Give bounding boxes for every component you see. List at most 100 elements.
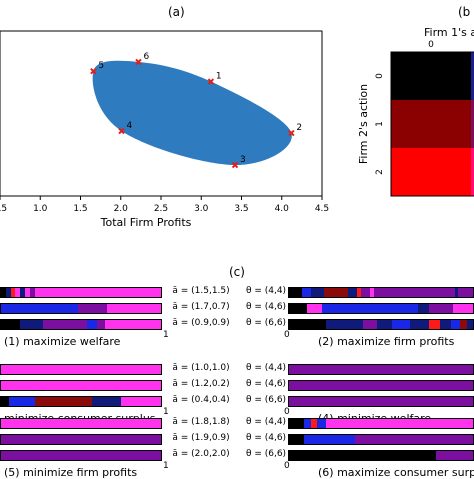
bar-segment [77, 304, 107, 313]
bar-segment [289, 381, 473, 390]
bar-segment [289, 435, 304, 444]
bar-segment [428, 320, 440, 329]
point-marker-4 [118, 127, 125, 135]
bar-segment [20, 288, 25, 297]
row-tick-label: 1 [375, 121, 385, 127]
bar-segment [289, 451, 437, 460]
bar-segment [410, 320, 429, 329]
point-label-2: 2 [296, 123, 302, 133]
bar-segment [392, 320, 411, 329]
strategy-bar [288, 396, 474, 407]
bar-segment [42, 320, 88, 329]
point-marker-6 [135, 58, 142, 66]
point-marker-1 [207, 78, 215, 85]
point-label-3: 3 [240, 155, 246, 165]
bar-segment [316, 419, 326, 428]
bar-segment [20, 320, 43, 329]
strategy-bar [0, 287, 162, 298]
theta-label: θ = (4,6) [245, 433, 287, 443]
point-marker-2 [288, 129, 295, 137]
bar-segment [311, 419, 317, 428]
bar-segment [29, 288, 35, 297]
bar-segment [454, 288, 459, 297]
theta-label: θ = (4,6) [245, 379, 287, 389]
strategy-bar [0, 434, 162, 445]
bar-segment [104, 320, 161, 329]
strategy-bar [0, 396, 162, 407]
bar-segment [106, 304, 161, 313]
abar-label: ā = (1.2,0.2) [172, 379, 230, 389]
abar-label: ā = (1.8,1.8) [172, 417, 230, 427]
bar-segment [460, 320, 468, 329]
bar-segment [377, 320, 393, 329]
bar-segment [355, 435, 473, 444]
bar-segment [120, 397, 161, 406]
heatmap-title: Firm 1's a [424, 26, 474, 39]
bar-segment [439, 320, 451, 329]
bar-segment [289, 288, 302, 297]
bar-segment [467, 320, 473, 329]
bar-segment [1, 288, 6, 297]
strategy-bar [288, 380, 474, 391]
strategy-bar [0, 450, 162, 461]
axis-end-label: 1 [163, 461, 169, 471]
theta-label: θ = (4,4) [245, 417, 287, 427]
bar-segment [322, 304, 418, 313]
heatmap-cell [471, 148, 474, 196]
x-tick-label: 3.0 [194, 204, 209, 214]
strategy-bar [0, 303, 162, 314]
bar-segment [373, 288, 455, 297]
strategy-bar [288, 364, 474, 375]
axis-end-label: 1 [163, 407, 169, 417]
bar-segment [1, 320, 21, 329]
bar-segment [92, 397, 121, 406]
bar-segment [301, 288, 312, 297]
heatmap-cell [391, 148, 471, 196]
strategy-bar [288, 319, 474, 330]
abar-label: ā = (1.5,1.5) [172, 286, 230, 296]
bar-segment [87, 320, 97, 329]
theta-label: θ = (4,4) [245, 286, 287, 296]
x-tick-label: 1.0 [33, 204, 48, 214]
chart-b: Firm 1's a01012Firm 2's action [357, 26, 474, 197]
bar-segment [34, 288, 161, 297]
bar-segment [34, 397, 93, 406]
bar-segment [289, 320, 326, 329]
heatmap-cell [391, 52, 471, 100]
strategy-bar [0, 319, 162, 330]
bar-segment [303, 435, 356, 444]
theta-label: θ = (6,6) [245, 318, 287, 328]
x-axis-label: Total Firm Profits [100, 216, 192, 229]
bar-segment [10, 288, 16, 297]
block-caption: (5) minimize firm profits [4, 466, 138, 479]
strategy-bar [0, 380, 162, 391]
heatmap-frame [390, 51, 474, 197]
theta-label: θ = (4,6) [245, 302, 287, 312]
bar-segment [307, 304, 323, 313]
bar-segment [15, 288, 21, 297]
theta-label: θ = (4,4) [245, 363, 287, 373]
x-tick-label: 4.0 [275, 204, 290, 214]
bar-segment [311, 288, 324, 297]
heatmap-cell [471, 100, 474, 148]
x-tick-label: 4.5 [315, 204, 329, 214]
bar-segment [303, 419, 312, 428]
block-caption: (6) maximize consumer surplus [318, 466, 474, 479]
block-caption: (1) maximize welfare [4, 335, 121, 348]
heatmap-ylabel: Firm 2's action [357, 84, 370, 164]
bar-segment [1, 419, 161, 428]
chart-a: 1 2 3 4 5 6 0.5 1.0 1.5 2.0 2.5 3.0 3.5 4.0 4.5 Total F… [0, 30, 329, 229]
abar-label: ā = (2.0,2.0) [172, 449, 230, 459]
strategy-bar [288, 434, 474, 445]
abar-label: ā = (1.7,0.7) [172, 302, 230, 312]
x-tick-label: 1.5 [73, 204, 87, 214]
axis-start-label: 0 [284, 407, 290, 417]
bar-segment [436, 451, 473, 460]
row-tick-label: 2 [375, 169, 385, 175]
point-marker-3 [231, 161, 239, 169]
panel-a-title: (a) [168, 5, 185, 19]
abar-label: ā = (1.9,0.9) [172, 433, 230, 443]
strategy-bar [288, 418, 474, 429]
bar-segment [325, 320, 363, 329]
x-tick-label: 3.5 [234, 204, 248, 214]
